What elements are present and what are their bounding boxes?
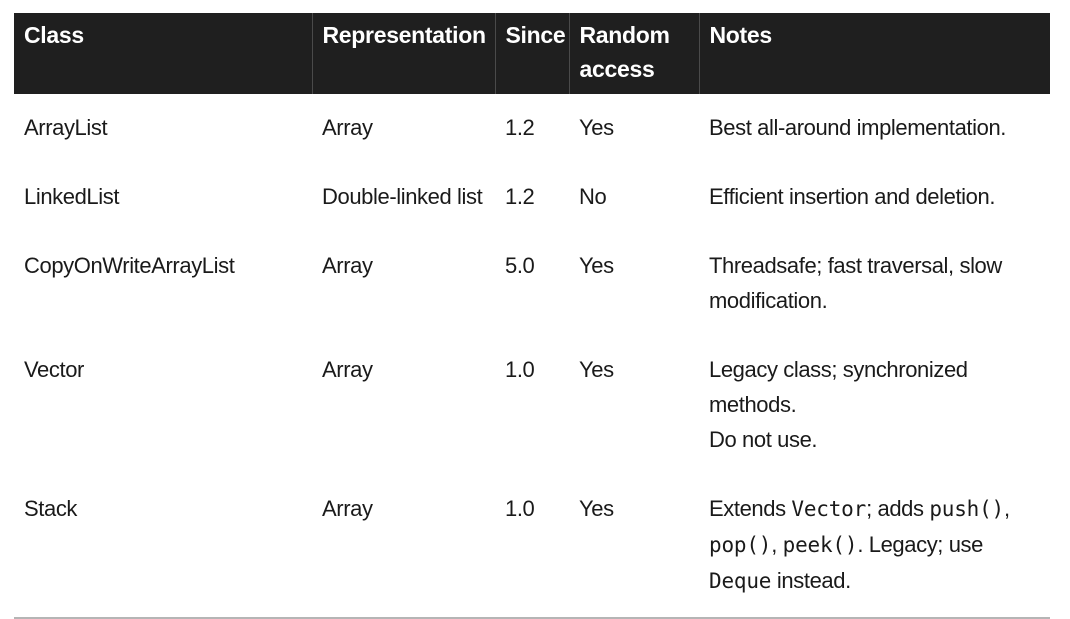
cell-since: 1.0 (495, 475, 569, 619)
cell-notes: Efficient insertion and deletion. (709, 184, 996, 209)
cell-representation: Double-linked list (322, 184, 483, 209)
cell-representation: Array (322, 357, 373, 382)
cell-notes: Extends Vector; adds push(), pop(), peek(… (699, 475, 1050, 619)
cell-notes: Threadsafe; fast traversal, slow modifica… (699, 232, 1050, 336)
cell-representation: Array (312, 475, 495, 619)
table-row: ArrayList Array 1.2 Yes Best all-around … (14, 94, 1050, 163)
table-header-row: Class Representation Since Random access … (14, 13, 1050, 94)
cell-since: 1.2 (505, 184, 535, 209)
notes-text: instead. (771, 568, 851, 593)
code-peek: peek() (782, 533, 858, 557)
table-row: Stack Array 1.0 Yes Extends Vector; adds… (14, 475, 1050, 619)
header-class: Class (14, 13, 312, 94)
notes-text: Extends (709, 496, 792, 521)
cell-since: 5.0 (505, 253, 535, 278)
notes-line2: modification. (709, 288, 828, 313)
code-deque: Deque (709, 569, 772, 593)
notes-text: , (771, 532, 783, 557)
cell-class: CopyOnWriteArrayList (24, 253, 235, 278)
cell-class: Vector (24, 357, 84, 382)
header-representation: Representation (311, 13, 495, 94)
cell-since: 1.0 (505, 357, 535, 382)
cell-random-access: No (579, 184, 607, 209)
cell-notes: Legacy class; synchronized methods. Do no… (699, 336, 1050, 475)
cell-since: 1.2 (505, 115, 535, 140)
cell-class: Stack (14, 475, 312, 619)
table-row: LinkedList Double-linked list 1.2 No Eff… (14, 163, 1050, 232)
notes-line1: Threadsafe; fast traversal, slow (709, 253, 1002, 278)
cell-notes: Best all-around implementation. (709, 115, 1006, 140)
notes-line2: Do not use. (709, 427, 818, 452)
header-notes: Notes (698, 13, 1050, 94)
table-row: Vector Array 1.0 Yes Legacy class; synch… (14, 336, 1050, 475)
header-random-access: Random access (568, 13, 699, 94)
notes-text: ; adds (866, 496, 930, 521)
cell-random-access: Yes (579, 357, 614, 382)
cell-class: LinkedList (24, 184, 120, 209)
header-random-access-line2: access (579, 56, 655, 82)
table-row: CopyOnWriteArrayList Array 5.0 Yes Threa… (14, 232, 1050, 336)
cell-class: ArrayList (24, 115, 108, 140)
cell-random-access: Yes (579, 115, 614, 140)
code-pop: pop() (709, 533, 772, 557)
header-since: Since (494, 13, 569, 94)
cell-representation: Array (322, 253, 373, 278)
header-random-access-line1: Random (579, 22, 671, 48)
cell-random-access: Yes (579, 253, 614, 278)
notes-text: . Legacy; use (857, 532, 983, 557)
notes-line1: Legacy class; synchronized methods. (709, 357, 968, 417)
notes-text: , (1004, 496, 1010, 521)
cell-representation: Array (322, 115, 373, 140)
code-vector: Vector (791, 497, 867, 521)
cell-random-access: Yes (569, 475, 699, 619)
collection-classes-table: Class Representation Since Random access … (14, 13, 1050, 619)
code-push: push() (929, 497, 1004, 521)
